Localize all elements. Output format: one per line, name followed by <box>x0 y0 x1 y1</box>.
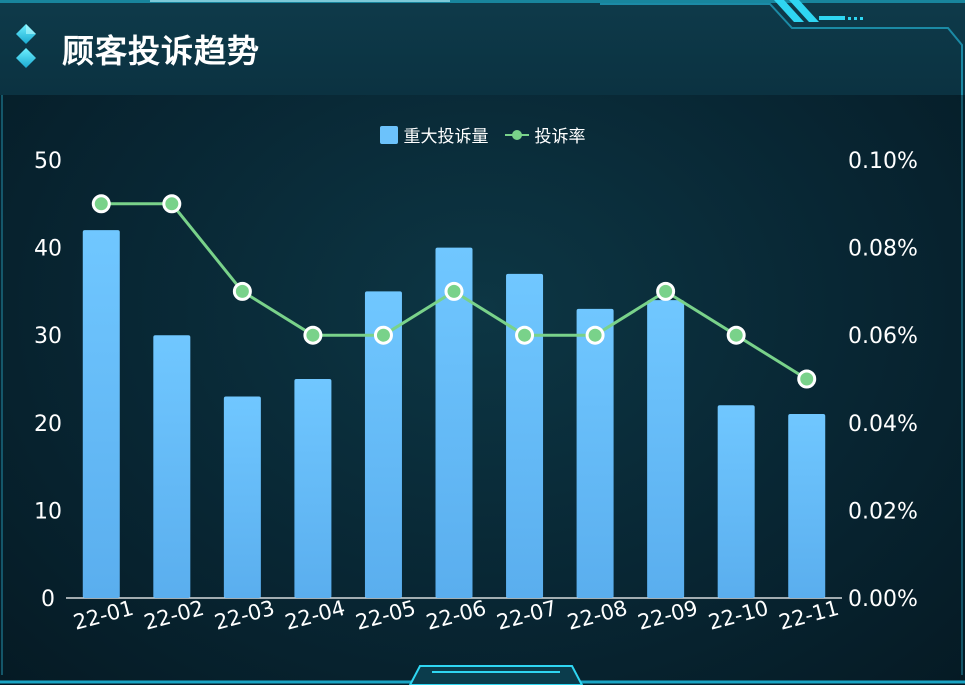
x-tick-label: 22-10 <box>706 596 771 635</box>
rate-point[interactable] <box>162 194 182 214</box>
y-right-tick-label: 0.02% <box>848 499 918 524</box>
bar[interactable] <box>294 379 332 598</box>
x-tick-label: 22-04 <box>283 596 348 635</box>
rate-point[interactable] <box>232 281 252 301</box>
bar[interactable] <box>647 300 685 598</box>
x-tick-label: 22-09 <box>635 596 700 635</box>
rate-point[interactable] <box>91 194 111 214</box>
x-tick-label: 22-06 <box>424 596 489 635</box>
bar[interactable] <box>82 230 120 598</box>
x-tick-label: 22-03 <box>212 596 277 635</box>
rate-point[interactable] <box>515 325 535 345</box>
y-right-tick-label: 0.06% <box>848 324 918 349</box>
bar[interactable] <box>576 308 614 598</box>
rate-point[interactable] <box>303 325 323 345</box>
diamond-icon <box>16 24 36 68</box>
legend-item-line[interactable]: 投诉率 <box>504 122 586 147</box>
legend-item-bar[interactable]: 重大投诉量 <box>379 122 489 147</box>
rate-point[interactable] <box>373 325 393 345</box>
bar[interactable] <box>153 335 191 598</box>
y-left-tick-label: 0 <box>41 587 55 612</box>
y-right-tick-label: 0.04% <box>848 412 918 437</box>
bar[interactable] <box>223 396 261 598</box>
legend-line-swatch <box>504 126 529 144</box>
rate-point[interactable] <box>444 281 464 301</box>
rate-point[interactable] <box>585 325 605 345</box>
legend-bar-label: 重大投诉量 <box>403 127 489 147</box>
legend-line-label: 投诉率 <box>534 127 586 147</box>
bar[interactable] <box>717 405 755 598</box>
rate-point[interactable] <box>726 325 746 345</box>
y-right-tick-label: 0.08% <box>848 237 918 262</box>
y-right-tick-label: 0.00% <box>848 587 918 612</box>
chart-legend[interactable]: 重大投诉量 投诉率 <box>0 122 965 147</box>
y-left-tick-label: 10 <box>34 499 62 524</box>
x-tick-label: 22-11 <box>776 596 841 635</box>
x-tick-label: 22-07 <box>494 596 559 635</box>
bar[interactable] <box>364 291 402 598</box>
rate-point[interactable] <box>656 281 676 301</box>
legend-bar-swatch <box>379 125 398 144</box>
y-left-tick-label: 50 <box>34 149 62 174</box>
y-left-tick-label: 20 <box>34 412 62 437</box>
y-right-tick-label: 0.10% <box>848 149 918 174</box>
y-left-tick-label: 40 <box>34 237 62 262</box>
x-tick-label: 22-02 <box>141 596 206 635</box>
y-left-tick-label: 30 <box>34 324 62 349</box>
rate-point[interactable] <box>797 369 817 389</box>
bar[interactable] <box>788 414 826 598</box>
bar[interactable] <box>506 273 544 598</box>
x-tick-label: 22-08 <box>565 596 630 635</box>
x-tick-label: 22-05 <box>353 596 418 635</box>
bar[interactable] <box>435 247 473 598</box>
x-tick-label: 22-01 <box>71 596 136 635</box>
page-title: 顾客投诉趋势 <box>62 32 261 70</box>
